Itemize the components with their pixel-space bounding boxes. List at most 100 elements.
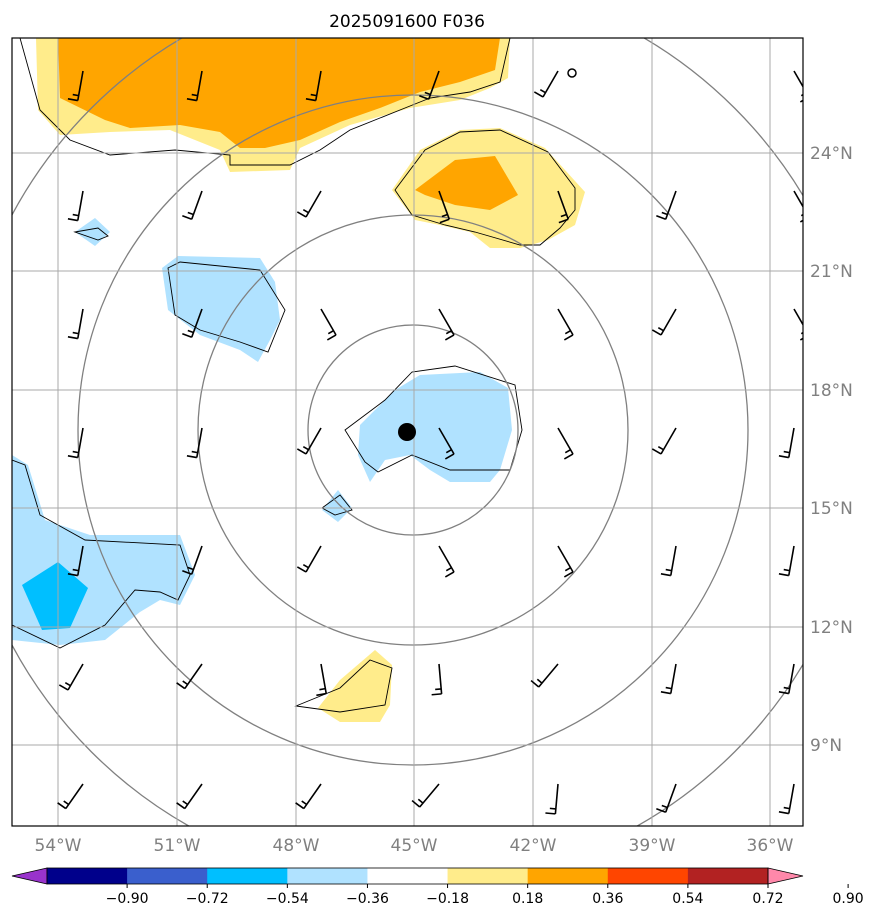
wind-barb-flag: [58, 684, 69, 691]
storm-center-marker: [398, 423, 416, 441]
wind-barb-staff: [303, 783, 322, 810]
wind-barb-staff: [184, 783, 203, 810]
wind-barb-flag: [778, 691, 789, 695]
wind-barb-flag: [187, 329, 194, 334]
wind-barb-flag: [316, 692, 327, 697]
wind-barb-flag: [530, 679, 540, 688]
wind-barb-flag: [411, 799, 421, 808]
wind-barb-flag: [57, 802, 67, 810]
wind-barb-flag: [656, 808, 667, 813]
colorbar-extend-low: [11, 867, 48, 885]
wind-barb-flag: [656, 215, 667, 220]
negative-anomaly-light: [12, 218, 512, 645]
colorbar-bin: [287, 868, 368, 884]
colorbar-tick-label: −0.54: [266, 891, 309, 907]
colorbar-bin: [367, 868, 449, 884]
wind-barb-flag: [296, 211, 307, 218]
lon-label: 42°W: [510, 836, 557, 856]
wind-barb-flag: [419, 95, 430, 100]
wind-barb-flag: [536, 678, 543, 684]
wind-barb-flag: [72, 450, 79, 454]
wind-barb-flag: [72, 213, 79, 217]
wind-barb-flag: [545, 812, 556, 815]
wind-barb-flag: [191, 450, 198, 454]
wind-barb-flag: [783, 686, 790, 690]
wind-barb-flag: [651, 329, 662, 336]
figure-title: 2025091600 F036: [329, 12, 485, 32]
wind-barb-flag: [187, 211, 194, 216]
wind-barb-flag: [435, 688, 442, 691]
colorbar-tick-label: 0.90: [833, 891, 864, 907]
colorbar-tick-label: 0.54: [672, 891, 703, 907]
colorbar-bin: [607, 868, 689, 884]
range-ring: [77, 94, 749, 766]
wind-barb-flag: [182, 215, 193, 220]
wind-barb-flag: [64, 681, 71, 687]
lat-label: 15°N: [810, 499, 853, 519]
colorbar-tick-label: −0.90: [106, 891, 149, 907]
wind-barb-flag: [783, 806, 790, 810]
wind-barb-staff: [660, 308, 677, 336]
colorbar-bin: [527, 868, 609, 884]
colorbar-bin: [207, 868, 288, 884]
wind-barb-flag: [301, 800, 308, 806]
wind-barb-flag: [800, 213, 803, 217]
wind-barb-flag: [651, 448, 662, 455]
wind-barb-staff: [660, 427, 677, 455]
lon-label: 39°W: [629, 836, 676, 856]
wind-barb-flag: [665, 568, 672, 572]
calm-wind-marker: [567, 68, 577, 78]
wind-barb-flag: [327, 329, 334, 335]
wind-barb-flag: [657, 326, 664, 332]
wind-barb-flag: [564, 329, 571, 335]
wind-barb-staff: [427, 70, 440, 100]
wind-barb-flag: [560, 213, 567, 218]
wind-barb-flag: [539, 88, 546, 94]
lat-label: 9°N: [810, 736, 842, 756]
wind-barb-staff: [77, 545, 84, 576]
wind-barb-flag: [72, 568, 79, 572]
lon-label: 48°W: [273, 836, 320, 856]
wind-barb-flag: [564, 566, 571, 572]
wind-barb-flag: [305, 98, 316, 102]
wind-barb-flag: [444, 571, 455, 578]
colorbar-bin: [127, 868, 208, 884]
lat-label: 18°N: [810, 381, 853, 401]
wind-barb-staff: [190, 545, 203, 575]
colorbar-tick-label: −0.36: [346, 891, 389, 907]
lon-label: 54°W: [35, 836, 82, 856]
lat-label: 12°N: [810, 618, 853, 638]
range-rings: [12, 38, 803, 826]
wind-barb-flag: [800, 331, 803, 335]
range-ring: [307, 324, 519, 536]
wind-barb-staff: [793, 308, 803, 327]
wind-barb-flag: [783, 568, 790, 572]
wind-barb-flag: [445, 566, 452, 572]
wind-barb-flag: [67, 573, 78, 577]
colorbar-tick-label: 0.18: [512, 891, 543, 907]
wind-barb-flag: [326, 334, 337, 341]
wind-barb-flag: [439, 218, 450, 224]
wind-barb-flag: [296, 566, 307, 573]
wind-barb-flag: [186, 455, 197, 459]
wind-barb-flag: [67, 218, 78, 222]
wind-barb-flag: [660, 573, 671, 577]
wind-barb-flag: [191, 93, 198, 97]
wind-barb-flag: [800, 93, 803, 97]
colorbar-extend-high: [767, 867, 804, 885]
wind-barb-flag: [63, 800, 70, 806]
negative-anomaly-strong: [22, 562, 88, 630]
lon-label: 36°W: [747, 836, 794, 856]
wind-barb-flag: [533, 91, 544, 98]
wind-barb-flag: [444, 453, 455, 460]
lon-label: 51°W: [154, 836, 201, 856]
wind-barb-flag: [563, 334, 574, 341]
wind-barb-flag: [182, 680, 189, 686]
wind-barb-staff: [184, 663, 203, 690]
wind-barb-flag: [424, 91, 431, 96]
wind-barb-flag: [778, 811, 789, 815]
wind-barb-flag: [783, 450, 790, 454]
lat-label: 21°N: [810, 262, 853, 282]
wind-barb-flag: [72, 93, 79, 97]
